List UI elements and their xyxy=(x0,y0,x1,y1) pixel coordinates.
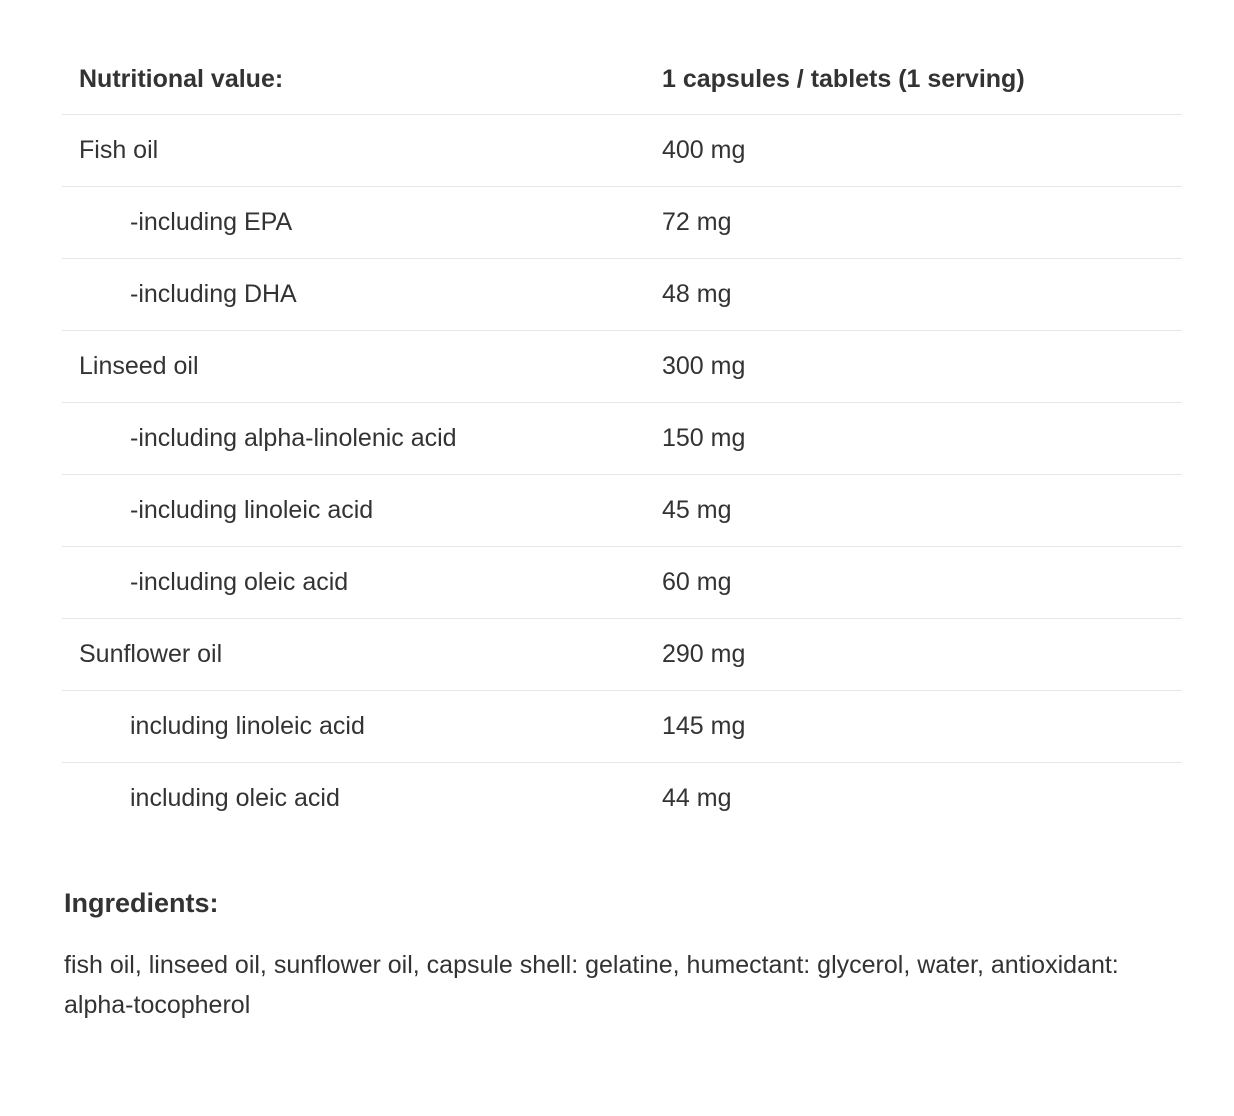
table-row: Fish oil 400 mg xyxy=(62,115,1182,187)
nutrient-name: Sunflower oil xyxy=(79,640,223,668)
nutrient-amount: 145 mg xyxy=(662,712,746,740)
table-row: including oleic acid 44 mg xyxy=(62,763,1182,834)
table-row: -including linoleic acid 45 mg xyxy=(62,475,1182,547)
nutrient-name: including oleic acid xyxy=(130,784,340,812)
nutrient-name: -including oleic acid xyxy=(130,568,349,596)
nutrient-name: -including DHA xyxy=(130,280,297,308)
header-serving: 1 capsules / tablets (1 serving) xyxy=(662,65,1025,93)
nutrient-name: -including linoleic acid xyxy=(130,496,374,524)
table-row: including linoleic acid 145 mg xyxy=(62,691,1182,763)
table-row: -including oleic acid 60 mg xyxy=(62,547,1182,619)
nutrient-amount: 150 mg xyxy=(662,424,746,452)
nutrient-amount: 72 mg xyxy=(662,208,732,236)
table-row: -including DHA 48 mg xyxy=(62,259,1182,331)
nutrient-amount: 60 mg xyxy=(662,568,732,596)
header-nutritional-value: Nutritional value: xyxy=(79,65,284,93)
nutrient-amount: 300 mg xyxy=(662,352,746,380)
nutrition-table: Nutritional value: 1 capsules / tablets … xyxy=(62,45,1182,834)
nutrient-name: Fish oil xyxy=(79,136,159,164)
ingredients-text: fish oil, linseed oil, sunflower oil, ca… xyxy=(64,951,1119,1019)
ingredients-title: Ingredients: xyxy=(64,888,219,918)
table-row: Linseed oil 300 mg xyxy=(62,331,1182,403)
nutrient-name: -including alpha-linolenic acid xyxy=(130,424,457,452)
table-row: -including EPA 72 mg xyxy=(62,187,1182,259)
nutrient-amount: 290 mg xyxy=(662,640,746,668)
nutrient-name: -including EPA xyxy=(130,208,293,236)
nutrient-amount: 400 mg xyxy=(662,136,746,164)
table-row: -including alpha-linolenic acid 150 mg xyxy=(62,403,1182,475)
table-row: Sunflower oil 290 mg xyxy=(62,619,1182,691)
table-header: Nutritional value: 1 capsules / tablets … xyxy=(62,45,1182,115)
nutrient-name: including linoleic acid xyxy=(130,712,365,740)
nutrient-amount: 48 mg xyxy=(662,280,732,308)
nutrient-name: Linseed oil xyxy=(79,352,199,380)
nutrient-amount: 44 mg xyxy=(662,784,732,812)
nutrient-amount: 45 mg xyxy=(662,496,732,524)
